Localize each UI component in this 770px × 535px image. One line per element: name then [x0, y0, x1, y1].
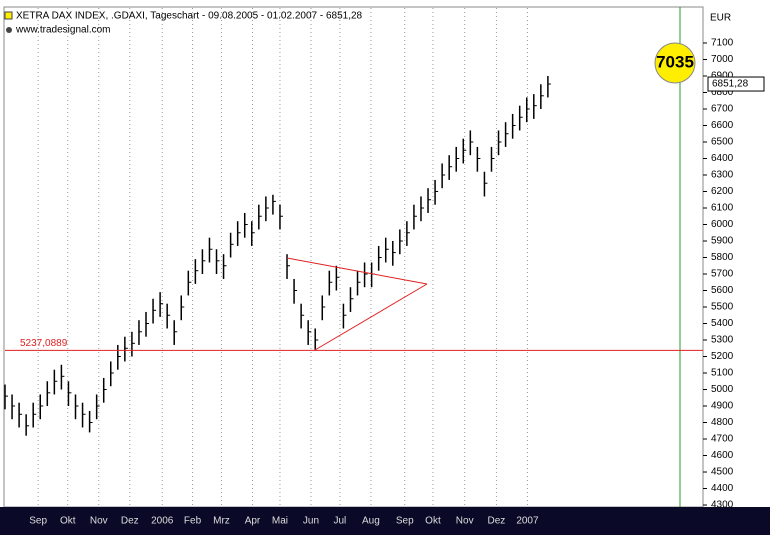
y-tick-label: 6100: [711, 203, 734, 214]
y-tick-label: 4600: [711, 450, 734, 461]
x-tick-label: Okt: [425, 516, 441, 527]
trend-line: [286, 257, 428, 285]
y-tick-label: 6600: [711, 120, 734, 131]
support-label: 5237,0889: [20, 338, 68, 349]
y-tick-label: 4300: [711, 500, 734, 511]
y-tick-label: 5100: [711, 368, 734, 379]
y-tick-label: 7100: [711, 38, 734, 49]
y-tick-label: 4700: [711, 434, 734, 445]
y-tick-label: 6000: [711, 219, 734, 230]
y-tick-label: 4500: [711, 467, 734, 478]
y-tick-label: 6300: [711, 170, 734, 181]
x-tick-label: Apr: [245, 516, 261, 527]
source-icon: [6, 27, 12, 33]
x-tick-label: Feb: [184, 516, 202, 527]
y-tick-label: 5000: [711, 384, 734, 395]
price-bars: [4, 75, 551, 436]
x-tick-label: Sep: [396, 516, 414, 527]
title-icon: [4, 11, 13, 20]
y-tick-label: 5900: [711, 236, 734, 247]
x-tick-label: Dez: [121, 516, 139, 527]
x-tick-label: Okt: [60, 516, 76, 527]
x-axis-band: [0, 507, 770, 535]
y-tick-label: 4800: [711, 417, 734, 428]
y-tick-label: 6900: [711, 71, 734, 82]
x-tick-label: Sep: [29, 516, 47, 527]
y-tick-label: 6500: [711, 137, 734, 148]
y-tick-label: 5500: [711, 302, 734, 313]
y-tick-label: 4900: [711, 401, 734, 412]
y-tick-label: 5800: [711, 252, 734, 263]
target-circle: [654, 42, 696, 84]
x-tick-label: Dez: [488, 516, 506, 527]
y-tick-label: 5200: [711, 351, 734, 362]
y-tick-label: 6800: [711, 87, 734, 98]
trend-line: [314, 283, 428, 351]
last-price-label: 6851,28: [712, 79, 749, 90]
x-tick-label: Jun: [303, 516, 319, 527]
y-tick-label: 6700: [711, 104, 734, 115]
y-tick-label: 5300: [711, 335, 734, 346]
y-tick-label: 5600: [711, 285, 734, 296]
x-tick-label: Nov: [456, 516, 474, 527]
y-tick-label: 5700: [711, 269, 734, 280]
source: www.tradesignal.com: [15, 25, 110, 36]
x-tick-label: 2006: [151, 516, 174, 527]
plot-area: [3, 6, 704, 508]
y-tick-label: 5400: [711, 318, 734, 329]
y-tick-label: 6200: [711, 186, 734, 197]
x-tick-label: 2007: [516, 516, 539, 527]
x-tick-label: Mrz: [213, 516, 230, 527]
y-tick-label: 6400: [711, 153, 734, 164]
chart-title: XETRA DAX INDEX, .GDAXI, Tageschart - 09…: [16, 11, 363, 22]
x-tick-label: Mai: [272, 516, 288, 527]
x-tick-label: Aug: [362, 516, 380, 527]
target-label: 7035: [656, 52, 694, 71]
last-price-box: [707, 76, 765, 92]
x-tick-label: Jul: [334, 516, 347, 527]
currency-label: EUR: [710, 13, 731, 24]
y-tick-label: 7000: [711, 54, 734, 65]
x-tick-label: Nov: [90, 516, 108, 527]
y-tick-label: 4400: [711, 483, 734, 494]
